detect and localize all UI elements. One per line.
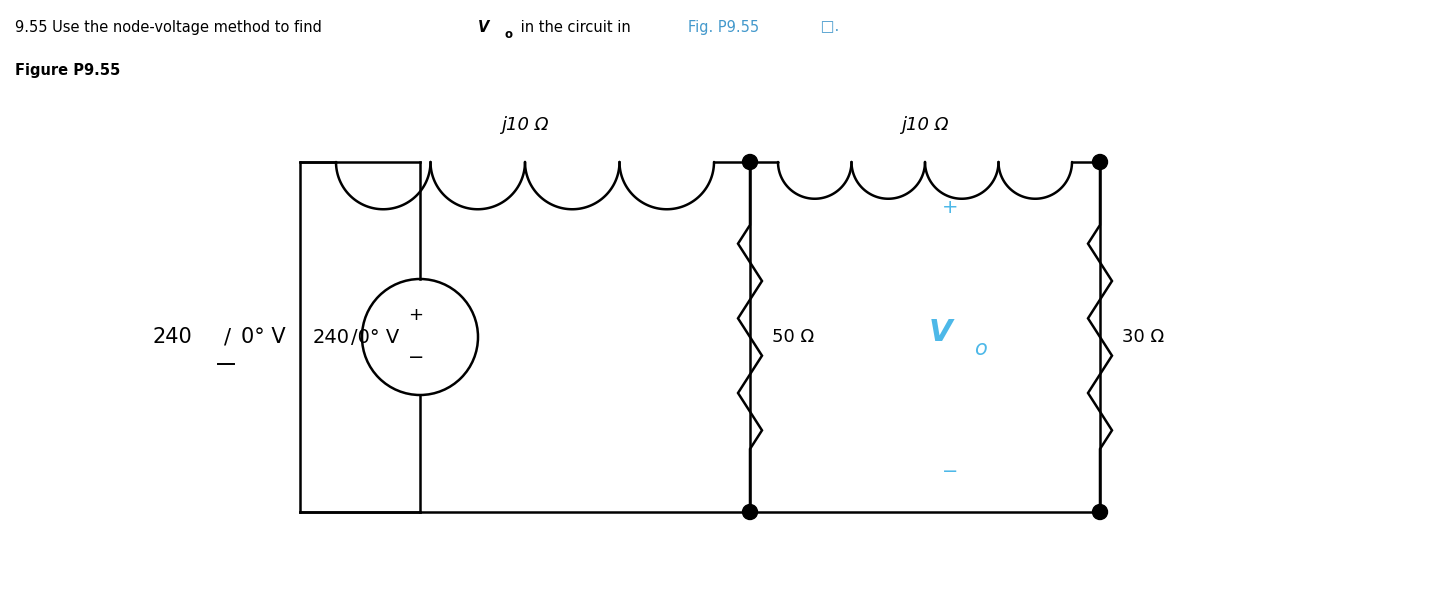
Text: 9.55 Use the node-voltage method to find: 9.55 Use the node-voltage method to find bbox=[14, 20, 327, 34]
Text: j10 Ω: j10 Ω bbox=[901, 116, 949, 134]
Text: +: + bbox=[942, 198, 958, 217]
Text: o: o bbox=[504, 28, 513, 40]
Circle shape bbox=[1093, 154, 1107, 170]
Text: V: V bbox=[929, 318, 952, 346]
Circle shape bbox=[743, 504, 757, 520]
Text: /0° V: /0° V bbox=[351, 327, 399, 346]
Text: −: − bbox=[942, 463, 958, 482]
Circle shape bbox=[743, 154, 757, 170]
Text: 50 Ω: 50 Ω bbox=[772, 328, 814, 346]
Text: Figure P9.55: Figure P9.55 bbox=[14, 62, 121, 78]
Text: −: − bbox=[408, 348, 425, 367]
Text: 240: 240 bbox=[153, 327, 192, 347]
Text: /: / bbox=[223, 327, 230, 347]
Text: 30 Ω: 30 Ω bbox=[1122, 328, 1164, 346]
Text: Fig. P9.55: Fig. P9.55 bbox=[688, 20, 759, 34]
Text: 240: 240 bbox=[312, 327, 350, 346]
Text: o: o bbox=[973, 339, 986, 359]
Text: 0° V: 0° V bbox=[240, 327, 285, 347]
Text: +: + bbox=[409, 306, 423, 324]
Text: V: V bbox=[478, 20, 490, 34]
Text: j10 Ω: j10 Ω bbox=[501, 116, 549, 134]
Text: □.: □. bbox=[816, 20, 840, 34]
Circle shape bbox=[1093, 504, 1107, 520]
Text: in the circuit in: in the circuit in bbox=[516, 20, 635, 34]
